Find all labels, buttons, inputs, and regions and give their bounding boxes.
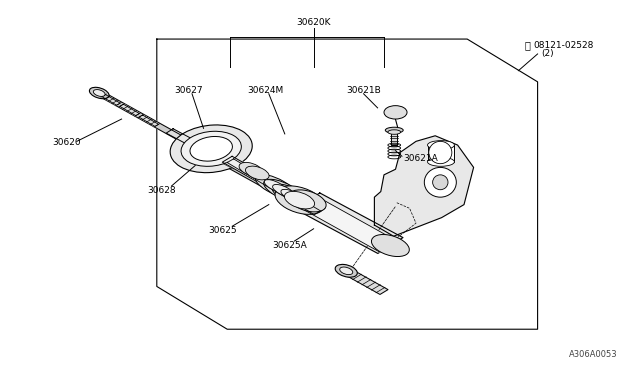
Ellipse shape [90,87,109,99]
Polygon shape [345,270,388,294]
Ellipse shape [264,179,303,202]
Polygon shape [139,115,159,126]
Ellipse shape [93,90,105,96]
Polygon shape [374,136,474,236]
Ellipse shape [428,157,454,166]
Ellipse shape [170,125,252,173]
Text: 30621B: 30621B [346,86,381,94]
Ellipse shape [384,106,407,119]
Text: 30628: 30628 [147,186,175,195]
Ellipse shape [433,175,448,190]
Ellipse shape [273,185,294,197]
Ellipse shape [424,167,456,197]
Ellipse shape [246,166,269,180]
Polygon shape [300,197,397,252]
Ellipse shape [288,190,326,212]
Polygon shape [166,129,240,169]
Ellipse shape [428,141,454,150]
Ellipse shape [275,186,324,214]
Polygon shape [227,159,321,215]
Ellipse shape [284,191,315,209]
Ellipse shape [272,184,312,207]
Text: 30620: 30620 [52,138,81,147]
Ellipse shape [181,131,241,166]
Ellipse shape [340,267,353,275]
Polygon shape [391,128,397,145]
Text: 08121-02528: 08121-02528 [533,41,593,50]
Ellipse shape [190,137,232,161]
Polygon shape [428,145,454,162]
Ellipse shape [281,189,303,202]
Text: 30625: 30625 [209,226,237,235]
Ellipse shape [371,234,410,257]
Polygon shape [294,193,403,253]
Ellipse shape [335,264,357,277]
Ellipse shape [429,141,452,164]
Text: 30625A: 30625A [272,241,307,250]
Polygon shape [102,94,120,105]
Ellipse shape [385,127,403,133]
Text: 30627: 30627 [175,86,203,94]
Text: 30624M: 30624M [248,86,284,94]
Polygon shape [120,104,140,116]
Text: 30621A: 30621A [403,154,438,163]
Text: (2): (2) [541,49,554,58]
Ellipse shape [239,163,262,176]
Text: A306A0053: A306A0053 [569,350,618,359]
Ellipse shape [388,130,401,134]
Text: Ⓑ: Ⓑ [525,41,531,50]
Ellipse shape [264,180,286,192]
Ellipse shape [255,174,295,198]
Polygon shape [222,156,325,214]
Text: 30620K: 30620K [296,18,331,27]
Polygon shape [97,91,316,214]
